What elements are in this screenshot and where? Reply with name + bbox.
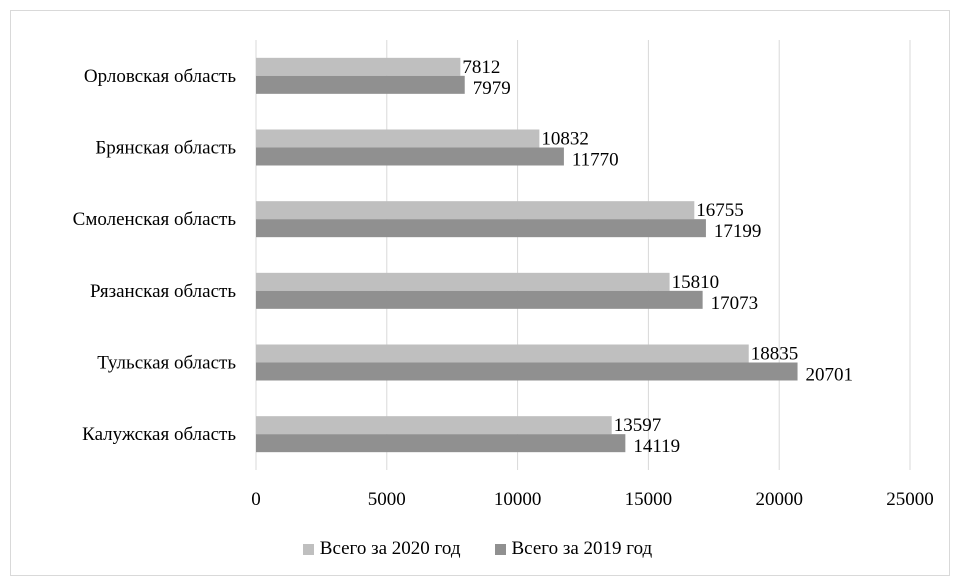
x-tick-label: 0	[251, 489, 261, 510]
x-tick-label: 15000	[625, 489, 673, 510]
data-label-2020: 15810	[672, 272, 720, 293]
category-label: Рязанская область	[90, 281, 236, 302]
bar-2019[interactable]	[256, 434, 626, 453]
data-label-2020: 7812	[462, 57, 500, 78]
x-tick-label: 25000	[886, 489, 934, 510]
legend-label-2020: Всего за 2020 год	[319, 538, 461, 559]
data-label-2019: 17199	[714, 221, 762, 242]
category-label: Брянская область	[95, 138, 236, 159]
x-tick-label: 20000	[755, 489, 803, 510]
data-label-2019: 20701	[806, 365, 854, 386]
legend-item-2020[interactable]: Всего за 2020 год	[302, 538, 461, 560]
x-tick-label: 5000	[368, 489, 406, 510]
bar-2019[interactable]	[256, 75, 465, 94]
data-label-2020: 13597	[614, 415, 662, 436]
bar-2020[interactable]	[256, 272, 670, 291]
bar-2020[interactable]	[256, 57, 461, 76]
data-label-2019: 14119	[633, 436, 680, 457]
data-label-2020: 16755	[696, 200, 744, 221]
category-label: Калужская область	[82, 424, 236, 445]
bar-2020[interactable]	[256, 129, 540, 148]
x-tick-labels: 0 5000 10000 15000 20000 25000	[251, 489, 934, 510]
legend-swatch-2019	[494, 543, 506, 555]
legend: Всего за 2020 год Всего за 2019 год	[0, 538, 955, 560]
x-tick-label: 10000	[494, 489, 542, 510]
legend-swatch-2020	[302, 543, 314, 555]
data-label-2020: 18835	[751, 344, 799, 365]
bar-2019[interactable]	[256, 219, 706, 238]
category-label: Смоленская область	[73, 209, 237, 230]
category-label: Орловская область	[84, 66, 236, 87]
bar-2019[interactable]	[256, 147, 564, 166]
data-label-2019: 11770	[572, 150, 619, 171]
bar-2020[interactable]	[256, 344, 749, 363]
category-label: Тульская область	[97, 353, 236, 374]
bars	[256, 57, 798, 453]
category-labels: Орловская область Брянская область Смоленс…	[73, 66, 237, 445]
bar-2019[interactable]	[256, 290, 703, 309]
legend-label-2019: Всего за 2019 год	[511, 538, 653, 559]
data-label-2019: 17073	[711, 293, 759, 314]
bar-2020[interactable]	[256, 201, 695, 220]
gridlines	[255, 40, 911, 470]
data-label-2020: 10832	[541, 129, 589, 150]
data-label-2019: 7979	[473, 78, 511, 99]
legend-item-2019[interactable]: Всего за 2019 год	[494, 538, 653, 560]
bar-2019[interactable]	[256, 362, 798, 381]
bar-2020[interactable]	[256, 416, 612, 435]
